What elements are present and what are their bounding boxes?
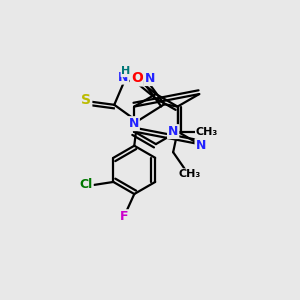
Text: N: N [168, 125, 178, 138]
Text: S: S [81, 93, 91, 107]
Text: N: N [144, 72, 155, 85]
Text: H: H [122, 66, 131, 76]
Text: N: N [128, 117, 139, 130]
Text: Cl: Cl [80, 178, 93, 191]
Text: F: F [120, 210, 128, 223]
Text: CH₃: CH₃ [196, 127, 218, 136]
Text: CH₃: CH₃ [178, 169, 200, 179]
Text: O: O [131, 71, 143, 85]
Text: N: N [196, 139, 206, 152]
Text: N: N [118, 70, 128, 84]
